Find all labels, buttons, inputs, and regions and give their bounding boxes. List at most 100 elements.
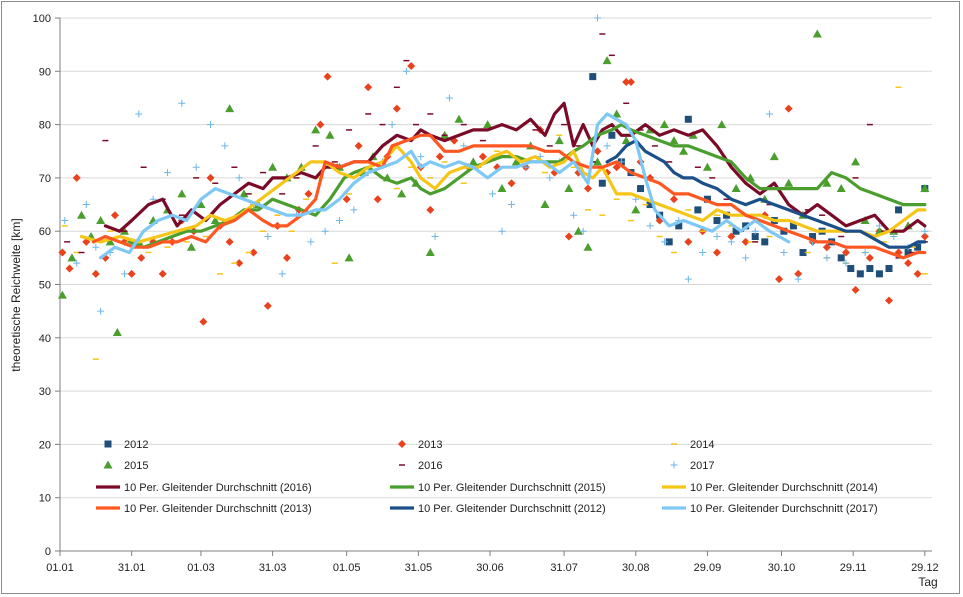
scatter-point-2017: [417, 153, 425, 161]
scatter-point-2013: [426, 205, 435, 214]
x-tick-label: 31.05: [405, 562, 433, 574]
scatter-point-2012: [713, 217, 721, 225]
scatter-point-2015: [196, 200, 206, 209]
x-tick-label: 30.08: [622, 562, 650, 574]
scatter-point-2013: [583, 184, 592, 193]
scatter-point-2013: [913, 269, 922, 278]
scatter-point-2017: [221, 142, 229, 150]
scatter-point-2013: [478, 152, 487, 161]
scatter-point-2013: [775, 275, 784, 284]
legend-label: 2012: [124, 439, 148, 451]
scatter-point-2017: [742, 254, 750, 262]
legend-label: 2017: [690, 460, 714, 472]
x-tick-label: 31.07: [550, 562, 578, 574]
scatter-point-2015: [483, 120, 493, 129]
x-tick-label: 01.05: [333, 562, 361, 574]
scatter-point-2012: [665, 238, 673, 246]
scatter-point-2017: [603, 142, 611, 150]
scatter-point-2017: [121, 270, 129, 278]
scatter-point-2013: [137, 253, 146, 262]
scatter-point-2013: [364, 83, 373, 92]
scatter-point-2015: [573, 226, 583, 235]
scatter-point-2017: [699, 249, 707, 257]
scatter-point-2015: [497, 184, 507, 193]
scatter-point-2013: [727, 232, 736, 241]
scatter-point-2012: [694, 206, 702, 214]
scatter-point-2013: [407, 61, 416, 70]
scatter-point-2013: [65, 264, 74, 273]
scatter-point-2013: [622, 77, 631, 86]
scatter-point-2015: [454, 114, 464, 123]
scatter-point-2013: [249, 248, 258, 257]
y-tick-label: 80: [39, 120, 51, 132]
y-tick-label: 90: [39, 66, 51, 78]
scatter-point-2015: [554, 136, 564, 145]
scatter-point-2013: [58, 248, 67, 257]
scatter-point-2013: [316, 120, 325, 129]
scatter-point-2017: [842, 259, 850, 267]
scatter-point-2012: [809, 233, 817, 241]
legend-label: 2015: [124, 460, 148, 472]
legend-swatch: [398, 440, 406, 448]
scatter-point-2017: [82, 201, 90, 209]
scatter-point-2013: [206, 173, 215, 182]
scatter-point-2015: [702, 162, 712, 171]
scatter-point-2013: [593, 147, 602, 156]
scatter-point-2017: [794, 275, 802, 283]
scatter-point-2017: [646, 222, 654, 230]
scatter-point-2012: [646, 201, 654, 209]
scatter-point-2015: [105, 237, 115, 246]
scatter-point-2015: [239, 189, 249, 198]
scatter-point-2012: [875, 270, 883, 278]
scatter-point-2015: [602, 56, 612, 65]
y-tick-label: 40: [39, 333, 51, 345]
scatter-point-2013: [225, 237, 234, 246]
scatter-point-2015: [564, 184, 574, 193]
scatter-point-2012: [895, 206, 903, 214]
scatter-point-2013: [851, 285, 860, 294]
scatter-point-2017: [890, 233, 898, 241]
scatter-point-2015: [511, 157, 521, 166]
scatter-point-2013: [741, 237, 750, 246]
scatter-point-2015: [769, 152, 779, 161]
scatter-point-2013: [669, 195, 678, 204]
scatter-point-2017: [178, 99, 186, 107]
y-tick-label: 60: [39, 226, 51, 238]
scatter-point-2013: [564, 232, 573, 241]
scatter-point-2017: [546, 174, 554, 182]
scatter-point-2013: [373, 195, 382, 204]
scatter-point-2012: [904, 249, 912, 257]
scatter-point-2015: [717, 120, 727, 129]
scatter-point-2015: [210, 216, 220, 225]
scatter-point-2015: [397, 189, 407, 198]
scatter-point-2015: [836, 184, 846, 193]
scatter-point-2017: [445, 94, 453, 102]
scatter-point-2012: [637, 185, 645, 193]
scatter-point-2017: [431, 233, 439, 241]
scatter-point-2012: [789, 222, 797, 230]
scatter-point-2017: [307, 238, 315, 246]
scatter-point-2017: [751, 227, 759, 235]
scatter-point-2012: [608, 131, 616, 139]
y-tick-label: 70: [39, 173, 51, 185]
scatter-point-2012: [684, 115, 692, 123]
grid-lines: [60, 17, 932, 499]
scatter-point-2012: [914, 243, 922, 251]
moving-average-line-2: [127, 122, 927, 249]
scatter-point-2013: [304, 189, 313, 198]
scatter-point-2015: [631, 205, 641, 214]
legend-label: 10 Per. Gleitender Durchschnitt (2014): [690, 482, 878, 494]
x-axis-title: Tag: [918, 575, 937, 589]
legend: 2012 2013 2014 2015 2016 2017 10 Per. Gleitend…: [96, 439, 878, 515]
scatter-point-2017: [207, 121, 215, 129]
scatter-point-2017: [823, 254, 831, 262]
y-tick-label: 0: [45, 546, 51, 558]
scatter-point-2017: [594, 14, 602, 22]
scatter-point-2015: [669, 136, 679, 145]
legend-label: 10 Per. Gleitender Durchschnitt (2016): [124, 482, 312, 494]
scatter-point-2012: [799, 249, 807, 257]
scatter-point-2013: [199, 317, 208, 326]
scatter-point-2017: [192, 163, 200, 171]
scatter-point-2012: [589, 73, 597, 81]
